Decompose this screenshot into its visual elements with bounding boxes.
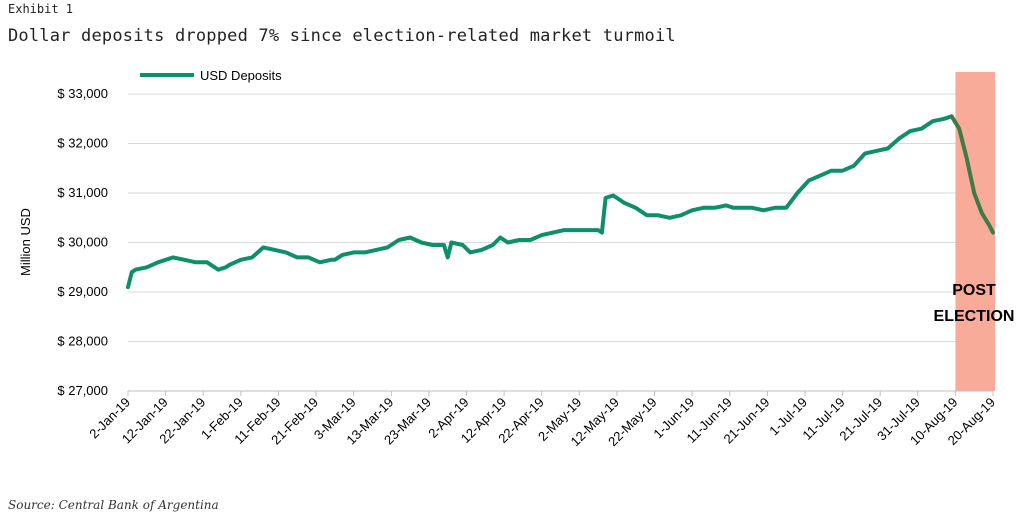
usd-deposits-line — [126, 114, 954, 290]
y-axis-ticks: $ 27,000 $ 28,000 $ 29,000 $ 30,000 $ 31,000… — [57, 86, 108, 398]
y-tick-label: $ 30,000 — [57, 235, 108, 250]
x-axis-ticks: 2-Jan-1912-Jan-1922-Jan-191-Feb-1911-Feb… — [86, 391, 998, 449]
y-tick-label: $ 33,000 — [57, 86, 108, 101]
post-election-band — [955, 72, 995, 391]
legend-entry-usd-deposits: USD Deposits — [200, 68, 282, 83]
y-tick-label: $ 28,000 — [57, 334, 108, 349]
post-election-label-line1: POST — [952, 282, 996, 299]
y-tick-label: $ 31,000 — [57, 185, 108, 200]
gridlines — [128, 93, 993, 342]
y-tick-label: $ 29,000 — [57, 284, 108, 299]
usd-deposits-line-post-election — [949, 114, 995, 235]
chart-title: Dollar deposits dropped 7% since electio… — [8, 26, 676, 46]
source-note: Source: Central Bank of Argentina — [8, 498, 219, 512]
y-tick-label: $ 27,000 — [57, 383, 108, 398]
exhibit-label: Exhibit 1 — [8, 2, 74, 16]
post-election-label-line2: ELECTION — [934, 308, 1015, 325]
y-axis-label: Million USD — [18, 208, 33, 276]
y-tick-label: $ 32,000 — [57, 136, 108, 151]
